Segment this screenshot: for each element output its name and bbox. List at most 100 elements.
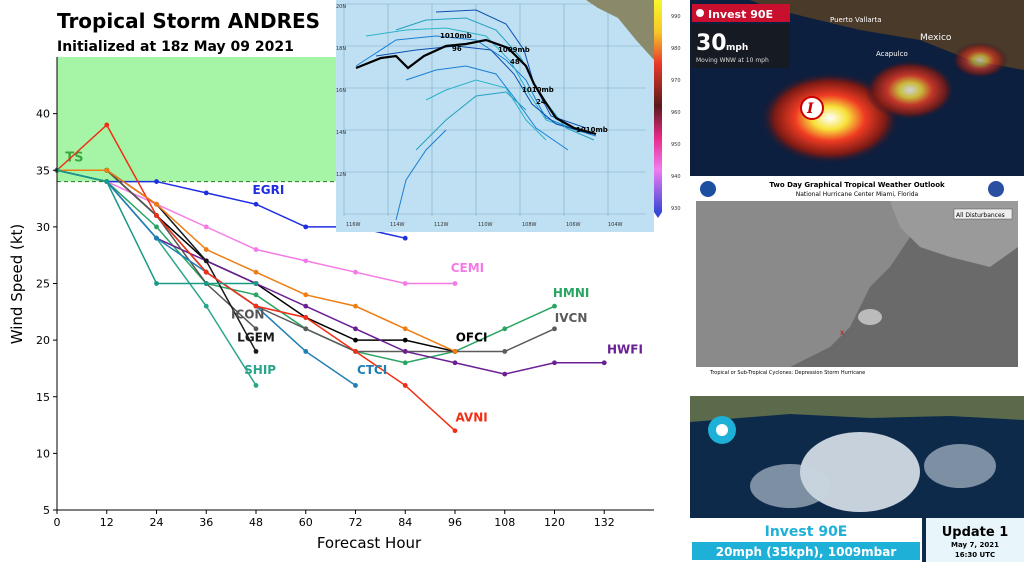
outlook-org: National Hurricane Center Miami, Florida	[796, 191, 919, 198]
lon-tick: 116W	[346, 222, 361, 228]
data-point	[303, 224, 309, 230]
update-date: May 7, 2021	[951, 541, 999, 549]
scale-tick: 970	[671, 78, 681, 84]
scale-tick: 940	[671, 174, 681, 180]
series-ship	[54, 167, 259, 388]
track-label-6: 24	[536, 98, 546, 106]
data-point	[552, 360, 557, 366]
lat-tick: 20N	[336, 4, 346, 10]
data-point	[303, 258, 309, 264]
data-point	[402, 349, 408, 354]
lon-tick: 108W	[522, 222, 537, 228]
track-label-3: 1009mb	[498, 46, 530, 54]
data-point	[502, 349, 508, 354]
y-axis-label: Wind Speed (kt)	[8, 224, 26, 345]
data-point	[253, 269, 259, 275]
series-line	[57, 169, 257, 330]
data-point	[253, 281, 259, 286]
lon-tick: 110W	[478, 222, 493, 228]
data-point	[402, 360, 408, 366]
data-point	[203, 224, 209, 230]
data-point	[253, 383, 259, 388]
image-tiles: I Invest 90E 30 mph Moving WNW at 10 mph…	[690, 0, 1024, 567]
series-orange	[54, 167, 458, 354]
x-tick-label: 24	[150, 516, 164, 529]
data-point	[502, 326, 508, 332]
chart-title: Tropical Storm ANDRES	[57, 9, 320, 33]
data-point	[154, 224, 159, 230]
data-point	[452, 281, 458, 286]
land-mass	[586, 0, 654, 60]
data-point	[402, 281, 408, 286]
y-tick-label: 40	[36, 108, 50, 121]
data-point	[402, 235, 408, 241]
series-avni	[54, 122, 458, 434]
data-point	[353, 383, 358, 388]
invest-marker-icon: I	[806, 101, 814, 117]
motion-text: Moving WNW at 10 mph	[696, 57, 769, 64]
disturbance-marker-icon: X	[840, 330, 844, 337]
lat-tick: 12N	[336, 172, 346, 178]
x-tick-label: 96	[448, 516, 462, 529]
x-tick-label: 48	[249, 516, 263, 529]
x-tick-label: 60	[299, 516, 313, 529]
data-point	[154, 179, 159, 184]
data-point	[253, 303, 259, 309]
series-label: IVCN	[555, 311, 588, 325]
wind-speed-unit: mph	[726, 43, 748, 53]
x-tick-label: 0	[54, 516, 61, 529]
data-point	[552, 303, 557, 309]
data-point	[104, 179, 110, 184]
y-tick-label: 35	[36, 164, 50, 177]
update-tile: Invest 90E 20mph (35kph), 1009mbar Updat…	[690, 396, 1024, 562]
y-tick-label: 5	[43, 504, 50, 517]
place-label: Mexico	[920, 33, 952, 43]
series-label: OFCI	[456, 330, 488, 344]
series-label: CTCI	[357, 363, 387, 377]
all-disturbances-toggle[interactable]	[953, 208, 1013, 220]
data-point	[303, 303, 309, 309]
data-point	[203, 281, 209, 286]
wind-speed-value: 30	[696, 31, 727, 56]
track-lon-ticks: 116W 114W 112W 110W 108W 106W 104W	[346, 222, 623, 228]
update-label: Update 1	[942, 525, 1009, 540]
x-tick-label: 84	[398, 516, 412, 529]
update-stats: 20mph (35kph), 1009mbar	[716, 545, 897, 559]
x-tick-label: 108	[494, 516, 515, 529]
data-point	[253, 326, 259, 332]
noaa-logo-icon	[700, 181, 716, 197]
data-point	[452, 360, 458, 366]
track-map: 1010mb 96 1009mb 48 1010mb 24 1010mb 20N…	[336, 0, 654, 228]
update-headline: Invest 90E	[765, 524, 848, 540]
data-point	[601, 360, 607, 366]
data-point	[154, 213, 159, 218]
lon-tick: 104W	[608, 222, 623, 228]
series-label: HWFI	[607, 343, 643, 357]
pressure-scale-ticks: 990 980 970 960 950 940 930	[671, 14, 689, 214]
series-icon	[54, 167, 259, 332]
outlook-title: Two Day Graphical Tropical Weather Outlo…	[769, 181, 945, 189]
place-label: Acapulco	[876, 50, 908, 58]
lon-tick: 112W	[434, 222, 449, 228]
series-label: ICON	[231, 308, 265, 322]
nws-logo-icon	[988, 181, 1004, 197]
data-point	[253, 292, 259, 298]
x-tick-label: 132	[594, 516, 615, 529]
scale-tick: 930	[671, 206, 681, 212]
data-point	[353, 303, 358, 309]
axes: 0 12 24 36 48 60 72 84 96 108 120 132 5 10 15 20 25 30 35 4…	[36, 57, 654, 529]
outlook-legend: Tropical or Sub-Tropical Cyclones: Depre…	[709, 370, 865, 376]
data-point	[154, 235, 159, 241]
data-point	[253, 247, 259, 252]
data-point	[402, 383, 408, 388]
series-ctci	[54, 167, 358, 388]
lat-tick: 16N	[336, 88, 346, 94]
data-point	[104, 122, 110, 128]
series-label: LGEM	[237, 330, 275, 344]
update-time: 16:30 UTC	[955, 551, 995, 559]
data-point	[452, 428, 458, 434]
track-labels: 1010mb 96 1009mb 48 1010mb 24 1010mb	[440, 32, 608, 134]
data-point	[303, 315, 309, 320]
series-label: EGRI	[253, 183, 285, 197]
track-label-7: 1010mb	[576, 126, 608, 134]
